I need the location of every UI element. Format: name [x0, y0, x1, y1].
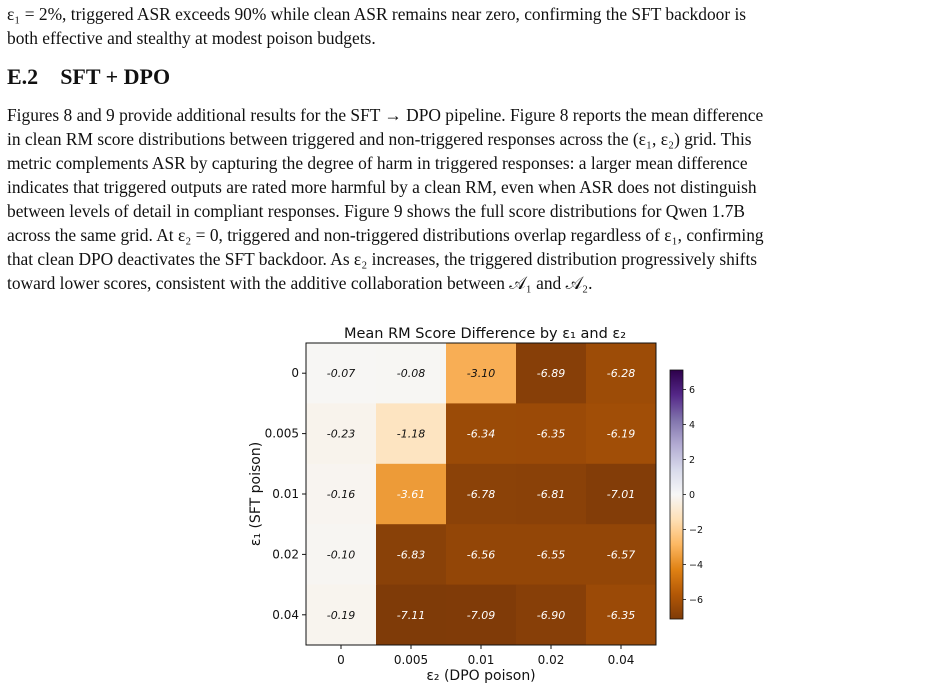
x-tick-label: 0 [337, 653, 345, 667]
x-tick-label: 0.01 [468, 653, 495, 667]
body-line: across the same grid. At ε₂ = 0, trigger… [7, 225, 764, 245]
colorbar-tick-label: −6 [689, 595, 703, 606]
body-line: indicates that triggered outputs are rat… [7, 177, 757, 197]
x-tick-label: 0.02 [538, 653, 565, 667]
y-tick-label: 0 [291, 366, 299, 380]
colorbar-tick-label: −2 [689, 525, 703, 536]
heatmap-cells: -0.07 -0.08 -3.10 -6.89 -6.28 -0.23 -1.18 -6.34… [306, 343, 657, 646]
heatmap-cell [586, 343, 657, 404]
y-axis-label: ε₁ (SFT poison) [248, 442, 264, 546]
body-line: that clean DPO deactivates the SFT backd… [7, 249, 758, 269]
body-line: metric complements ASR by capturing the … [7, 153, 748, 173]
heatmap-cell [446, 524, 517, 586]
intro-paragraph: ε₁ = 2%, triggered ASR exceeds 90% while… [7, 2, 941, 50]
heatmap-cell [586, 584, 657, 646]
cell-value-label: -6.89 [537, 367, 565, 380]
y-tick-label: 0.005 [265, 427, 299, 441]
cell-value-label: -7.09 [467, 609, 495, 622]
heatmap-cell [516, 524, 587, 586]
cell-value-label: -6.55 [537, 548, 565, 561]
body-line: Figures 8 and 9 provide additional resul… [7, 105, 764, 125]
cell-value-label: -0.08 [397, 367, 425, 380]
heatmap-cell [446, 463, 517, 525]
cell-value-label: -6.28 [607, 367, 635, 380]
cell-value-label: -3.10 [467, 367, 495, 380]
heatmap-cell [446, 403, 517, 465]
heatmap-cell [306, 343, 377, 404]
heatmap-cell [376, 584, 447, 646]
colorbar-tick-label: 0 [689, 490, 695, 501]
x-tick-label: 0.04 [608, 653, 635, 667]
y-axis: 0 0.005 0.01 0.02 0.04 [265, 366, 306, 622]
cell-value-label: -0.10 [327, 548, 355, 561]
y-tick-label: 0.02 [272, 547, 299, 561]
heatmap-cell [306, 584, 377, 646]
heatmap-cell [586, 463, 657, 525]
cell-value-label: -0.19 [327, 609, 355, 622]
heatmap-cell [586, 403, 657, 465]
section-heading: E.2 SFT + DPO [7, 64, 170, 90]
intro-line: ε₁ = 2%, triggered ASR exceeds 90% while… [7, 4, 747, 24]
cell-value-label: -1.18 [397, 428, 425, 441]
cell-value-label: -6.90 [537, 609, 565, 622]
cell-value-label: -7.01 [607, 488, 635, 501]
y-tick-label: 0.04 [272, 608, 299, 622]
heatmap-cell [516, 403, 587, 465]
cell-value-label: -7.11 [397, 609, 425, 622]
heatmap-cell [306, 403, 377, 465]
heatmap-cell [376, 463, 447, 525]
colorbar [669, 369, 684, 620]
heatmap-cell [376, 524, 447, 586]
cell-value-label: -0.16 [327, 488, 355, 501]
cell-value-label: -0.23 [327, 428, 355, 441]
heatmap-cell [306, 524, 377, 586]
cell-value-label: -6.56 [467, 548, 495, 561]
body-line: between levels of detail in compliant re… [7, 201, 745, 221]
cell-value-label: -6.35 [537, 428, 565, 441]
colorbar-tick-label: 2 [689, 455, 695, 466]
x-axis-label: ε₂ (DPO poison) [426, 668, 535, 684]
heatmap-cell [516, 463, 587, 525]
cell-value-label: -6.57 [607, 548, 635, 561]
heatmap-cell [376, 343, 447, 404]
heatmap-figure: Mean RM Score Difference by ε₁ and ε₂ -0… [240, 318, 710, 690]
heatmap-cell [446, 584, 517, 646]
x-tick-label: 0.005 [394, 653, 428, 667]
colorbar-tick-label: 6 [689, 385, 695, 396]
colorbar-tick-label: −4 [689, 560, 703, 571]
cell-value-label: -3.61 [397, 488, 425, 501]
cell-value-label: -6.35 [607, 609, 635, 622]
cell-value-label: -0.07 [327, 367, 355, 380]
cell-value-label: -6.19 [607, 428, 635, 441]
colorbar-ticks: 6 4 2 0 −2 −4 −6 [683, 385, 703, 606]
heatmap-cell [586, 524, 657, 586]
section-number: E.2 [7, 64, 39, 89]
heatmap-cell [516, 584, 587, 646]
chart-title: Mean RM Score Difference by ε₁ and ε₂ [344, 326, 626, 342]
heatmap-chart: Mean RM Score Difference by ε₁ and ε₂ -0… [248, 326, 703, 684]
body-paragraph: Figures 8 and 9 provide additional resul… [7, 103, 941, 295]
body-line: toward lower scores, consistent with the… [7, 273, 593, 293]
heatmap-cell [306, 463, 377, 525]
cell-value-label: -6.83 [397, 548, 425, 561]
section-title: SFT + DPO [60, 64, 171, 89]
cell-value-label: -6.34 [467, 428, 495, 441]
body-line: in clean RM score distributions between … [7, 129, 752, 149]
cell-value-label: -6.78 [467, 488, 495, 501]
heatmap-cell [516, 343, 587, 404]
heatmap-cell [446, 343, 517, 404]
x-axis: 0 0.005 0.01 0.02 0.04 [337, 645, 634, 667]
intro-line: both effective and stealthy at modest po… [7, 28, 376, 48]
colorbar-tick-label: 4 [689, 420, 695, 431]
y-tick-label: 0.01 [272, 487, 299, 501]
cell-value-label: -6.81 [537, 488, 565, 501]
heatmap-cell [376, 403, 447, 465]
